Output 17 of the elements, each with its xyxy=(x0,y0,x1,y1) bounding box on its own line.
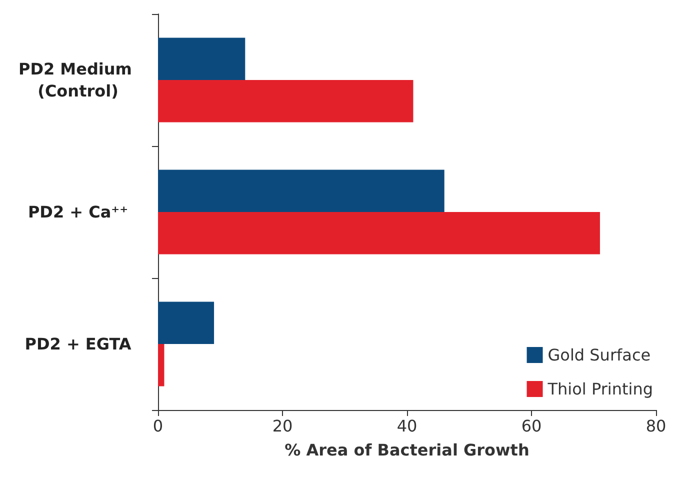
bar xyxy=(158,302,214,344)
x-tick-label: 0 xyxy=(152,416,164,436)
bar xyxy=(158,80,414,122)
y-tick-label: PD2 Medium (Control) xyxy=(18,60,138,100)
x-tick-label: 60 xyxy=(521,416,542,436)
bar xyxy=(158,212,600,254)
x-tick-label: 20 xyxy=(272,416,293,436)
x-axis-title: % Area of Bacterial Growth xyxy=(284,440,530,460)
legend-label: Thiol Printing xyxy=(546,380,654,398)
legend-label: Gold Surface xyxy=(548,346,651,364)
x-tick-label: 40 xyxy=(396,416,418,436)
bar xyxy=(158,170,444,212)
bar xyxy=(158,38,246,80)
y-tick-label: PD2 + Ca⁺⁺ xyxy=(28,202,128,222)
y-tick-label: PD2 + EGTA xyxy=(24,334,132,354)
bar xyxy=(158,344,164,386)
x-tick-label: 80 xyxy=(646,416,666,436)
